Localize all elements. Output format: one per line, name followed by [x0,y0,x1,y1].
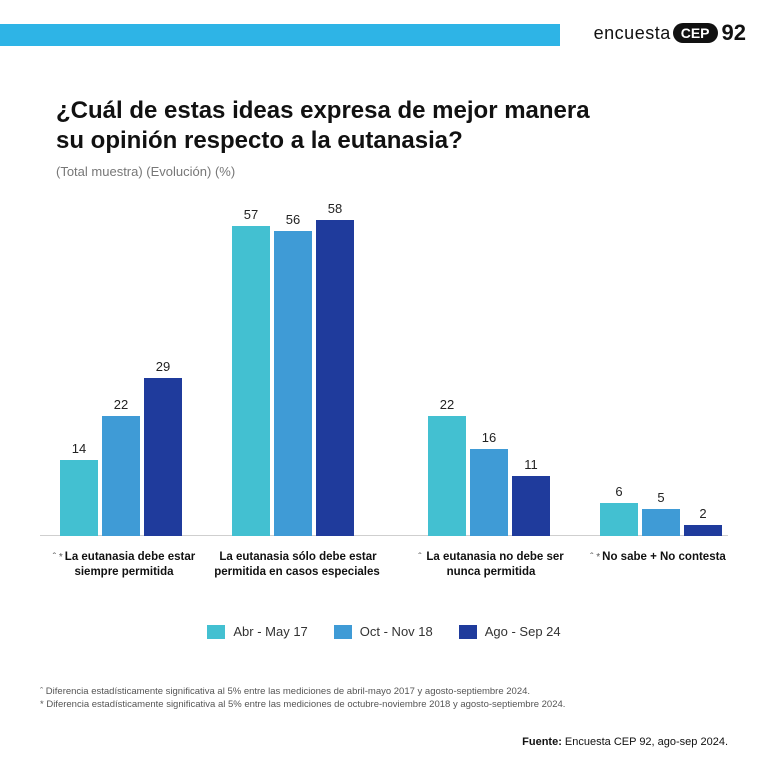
x-label-text: No sabe + No contesta [602,551,726,563]
bar-rect [316,220,354,536]
plot-area: 14 22 29 57 56 58 22 16 11 6 5 2 [40,196,728,536]
x-label-prefix: ˆ [418,552,424,563]
subtitle: (Total muestra) (Evolución) (%) [56,164,235,179]
legend-label: Abr - May 17 [233,624,307,639]
footnote-2: * Diferencia estadísticamente significat… [40,699,728,712]
bar-rect [60,460,98,536]
x-label-text: La eutanasia debe estar siempre permitid… [65,551,195,578]
bar-value-label: 56 [286,212,300,227]
bar-value-label: 6 [615,484,622,499]
bar: 2 [684,506,722,536]
x-label: ˆ *No sabe + No contesta [588,550,728,565]
bar-value-label: 29 [156,359,170,374]
legend-item: Ago - Sep 24 [459,624,561,639]
source-label: Fuente: [522,736,565,748]
bar-rect [684,525,722,536]
bar-rect [274,231,312,536]
bar-rect [600,503,638,536]
x-label-prefix: ˆ * [53,552,63,563]
bar: 29 [144,359,182,536]
bar-rect [232,226,270,536]
bar: 6 [600,484,638,536]
bar-chart: 142229575658221611652 ˆ *La eutanasia de… [40,196,728,596]
bar: 16 [470,430,508,536]
legend-swatch [207,625,225,639]
bar: 57 [232,207,270,536]
x-label-text: La eutanasia no debe ser nunca permitida [426,551,563,578]
bar-value-label: 5 [657,490,664,505]
bar-value-label: 14 [72,441,86,456]
brand-number: 92 [722,20,746,46]
source-value: Encuesta CEP 92, ago-sep 2024. [565,736,728,748]
bar-group: 14 22 29 [60,359,182,536]
bar-rect [102,416,140,536]
bar-rect [144,378,182,536]
x-label: ˆ La eutanasia no debe ser nunca permiti… [406,550,576,579]
footnotes: ˆ Diferencia estadísticamente significat… [40,686,728,712]
source: Fuente: Encuesta CEP 92, ago-sep 2024. [522,736,728,748]
top-accent-bar [0,24,560,46]
bar: 58 [316,201,354,536]
bar-group: 57 56 58 [232,201,354,536]
x-label-prefix: ˆ * [590,552,600,563]
footnote-1: ˆ Diferencia estadísticamente significat… [40,686,728,699]
x-label: La eutanasia sólo debe estar permitida e… [212,550,382,579]
bar: 11 [512,457,550,536]
x-label-text: La eutanasia sólo debe estar permitida e… [214,551,380,578]
bar-value-label: 2 [699,506,706,521]
x-label: ˆ *La eutanasia debe estar siempre permi… [44,550,204,579]
legend-swatch [459,625,477,639]
bar-rect [428,416,466,536]
bar-value-label: 22 [114,397,128,412]
bar-group: 6 5 2 [600,484,722,536]
legend-label: Ago - Sep 24 [485,624,561,639]
brand-badge: CEP [673,23,718,43]
bar-value-label: 58 [328,201,342,216]
legend-item: Oct - Nov 18 [334,624,433,639]
bar-value-label: 22 [440,397,454,412]
bar: 22 [428,397,466,536]
legend-item: Abr - May 17 [207,624,307,639]
bar-rect [512,476,550,536]
legend: Abr - May 17 Oct - Nov 18 Ago - Sep 24 [0,624,768,639]
bar: 5 [642,490,680,536]
bar: 56 [274,212,312,536]
brand: encuesta CEP 92 [594,20,746,46]
bar-rect [642,509,680,536]
bar: 14 [60,441,98,536]
bar-value-label: 16 [482,430,496,445]
page-title: ¿Cuál de estas ideas expresa de mejor ma… [56,96,616,156]
legend-label: Oct - Nov 18 [360,624,433,639]
bar-rect [470,449,508,536]
bar-value-label: 57 [244,207,258,222]
legend-swatch [334,625,352,639]
bar: 22 [102,397,140,536]
brand-text: encuesta [594,23,671,44]
bar-value-label: 11 [524,457,538,472]
bar-group: 22 16 11 [428,397,550,536]
